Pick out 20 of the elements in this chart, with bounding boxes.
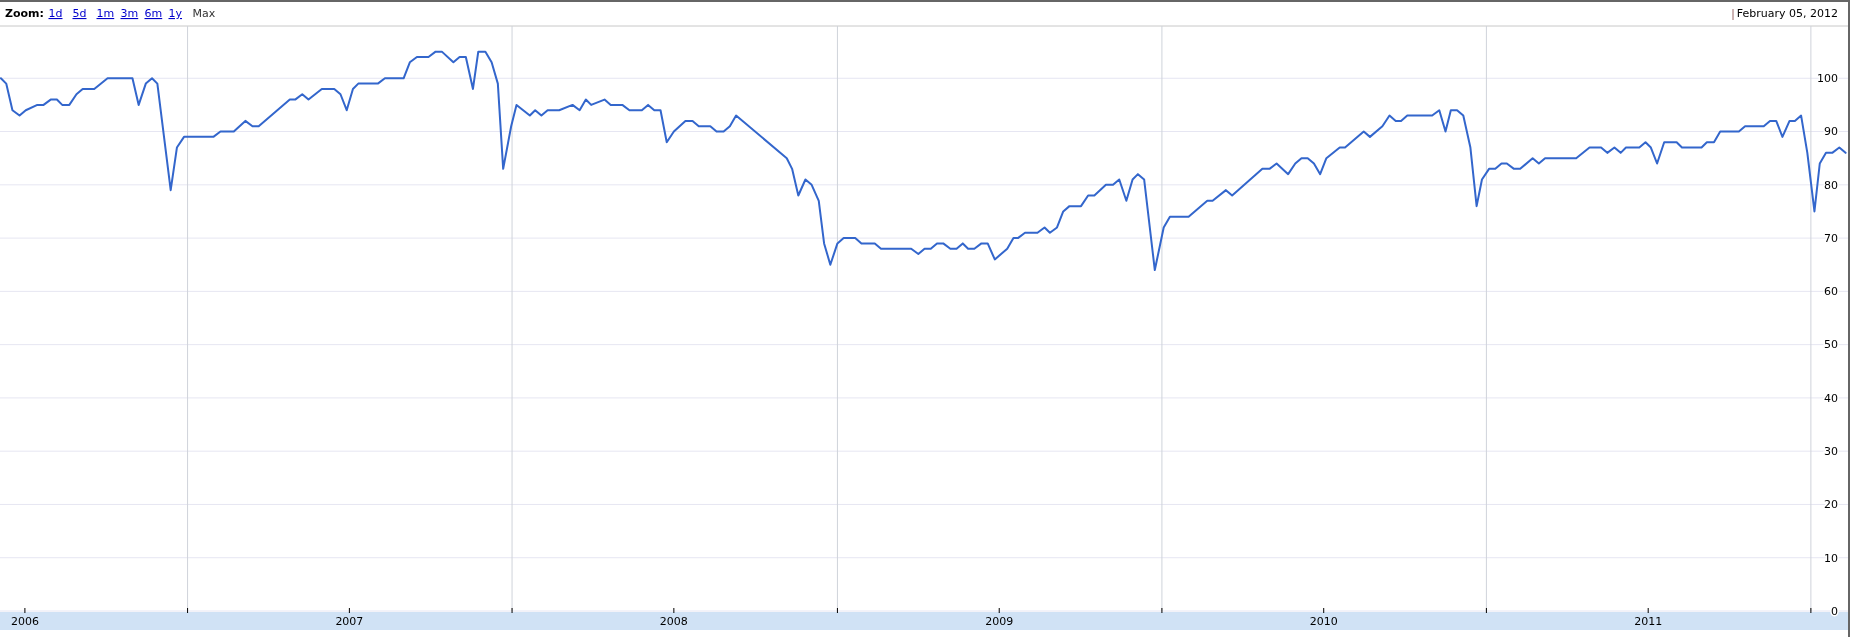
y-tick-label: 60 <box>1824 285 1838 299</box>
zoom-toolbar: Zoom: 1d 5d 1m 3m 6m 1y Max <box>5 7 216 20</box>
y-tick-label: 100 <box>1817 72 1838 86</box>
line-series <box>0 50 1847 272</box>
x-tick-label: 2008 <box>659 615 688 628</box>
y-tick-label: 80 <box>1824 178 1838 192</box>
x-tick-label: 2006 <box>10 615 39 628</box>
y-tick-label: 50 <box>1824 338 1838 352</box>
y-tick-label: 0 <box>1831 604 1838 618</box>
y-tick-label: 30 <box>1824 445 1838 459</box>
chart-subtitle: February 05, 2012 <box>1736 7 1838 20</box>
y-tick-label: 40 <box>1824 391 1838 405</box>
y-tick-label: 90 <box>1824 125 1838 139</box>
x-tick-label: 2007 <box>335 615 364 628</box>
y-tick-label: 10 <box>1824 551 1838 565</box>
x-tick-label: 2009 <box>985 615 1014 628</box>
x-tick-label: 2010 <box>1309 615 1338 628</box>
y-tick-label: 70 <box>1824 231 1838 245</box>
x-tick-label: 2011 <box>1634 615 1663 628</box>
y-tick-label: 20 <box>1824 498 1838 512</box>
